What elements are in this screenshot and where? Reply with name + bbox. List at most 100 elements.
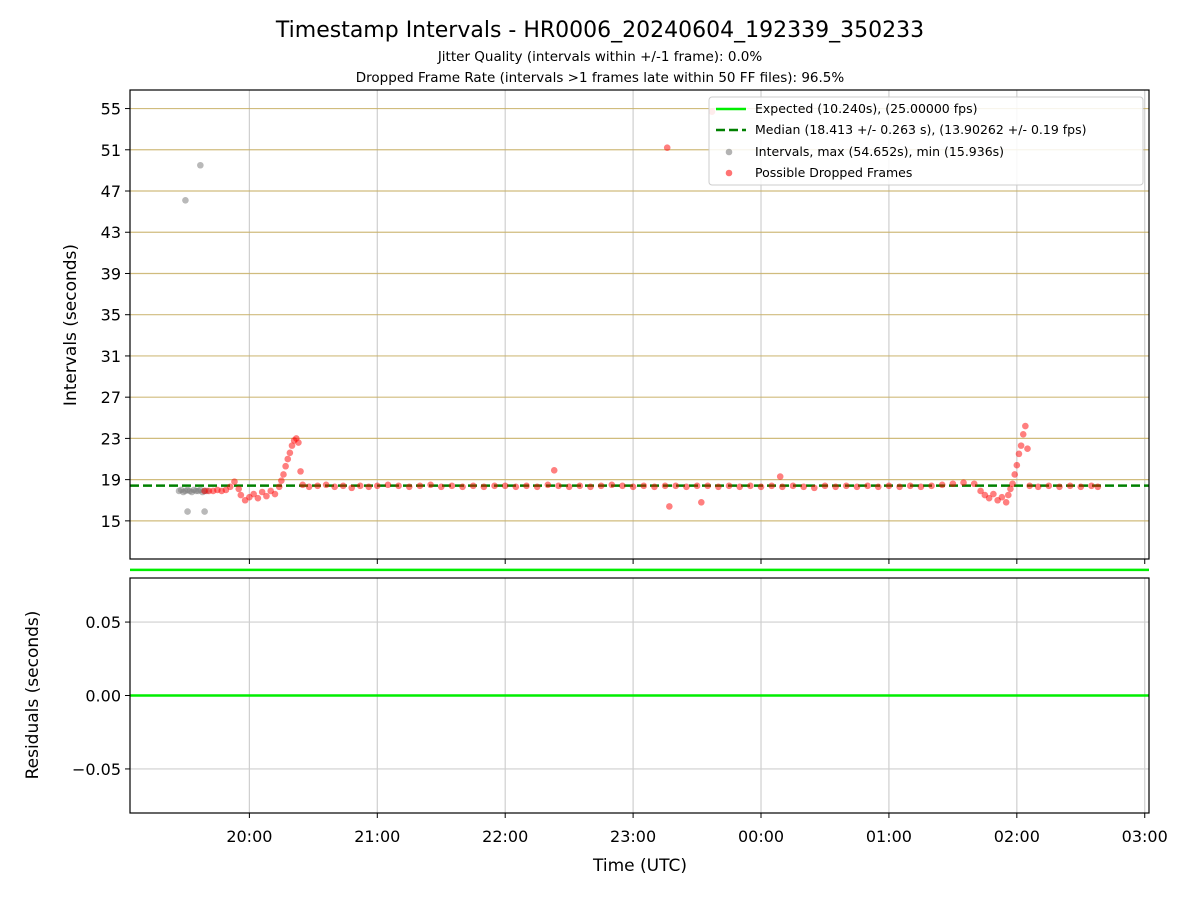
dropped-frame-point	[874, 483, 882, 491]
dropped-frame-point	[533, 483, 541, 491]
dropped-frame-point	[226, 483, 234, 491]
interval-point	[182, 196, 189, 204]
top-y-tick-label: 31	[101, 347, 121, 366]
dropped-frame-point	[491, 482, 498, 490]
legend-dropped-label: Possible Dropped Frames	[755, 165, 912, 180]
dropped-frame-point	[977, 487, 984, 495]
dropped-frame-point	[231, 478, 238, 485]
dropped-frame-point	[469, 482, 477, 490]
dropped-frame-point	[698, 499, 705, 506]
legend-intervals-swatch	[725, 148, 733, 156]
dropped-frame-point	[263, 492, 270, 500]
dropped-frame-point	[235, 485, 243, 493]
top-y-tick-label: 43	[101, 223, 121, 242]
dropped-frame-point	[448, 482, 456, 490]
dropped-frame-point	[832, 483, 839, 491]
dropped-frame-point	[811, 484, 818, 492]
legend-dropped-swatch	[725, 169, 733, 177]
dropped-frame-point	[683, 483, 690, 491]
dropped-frame-point	[896, 483, 903, 491]
top-y-tick-label: 27	[101, 388, 121, 407]
top-axes-frame	[129, 89, 1150, 560]
dropped-frame-point	[286, 449, 294, 457]
top-y-tick-label: 47	[101, 182, 121, 201]
dropped-frame-point	[619, 482, 626, 490]
x-tick-label: 23:00	[610, 827, 656, 846]
dropped-frame-point	[365, 483, 373, 491]
dropped-frame-point	[1094, 483, 1102, 491]
dropped-frame-point	[960, 479, 967, 487]
dropped-frame-point	[416, 482, 424, 490]
dropped-frame-point	[437, 483, 445, 491]
dropped-frame-point	[314, 482, 321, 490]
dropped-frame-point	[917, 483, 925, 491]
dropped-frame-point	[693, 482, 701, 490]
top-y-tick-label: 39	[101, 264, 121, 283]
chart-subtitle-dropped: Dropped Frame Rate (intervals >1 frames …	[356, 70, 845, 86]
x-tick-label: 20:00	[226, 827, 272, 846]
dropped-frame-point	[501, 482, 509, 490]
dropped-frame-point	[1034, 483, 1042, 491]
dropped-frame-point	[459, 483, 466, 491]
dropped-frame-point	[384, 481, 392, 489]
dropped-frame-point	[356, 482, 364, 490]
dropped-frame-point	[284, 455, 292, 463]
dropped-frame-point	[949, 480, 957, 488]
dropped-frame-point	[1026, 482, 1033, 490]
dropped-frame-point	[1022, 422, 1029, 430]
dropped-frame-point	[800, 483, 807, 491]
dropped-frame-point	[597, 482, 605, 490]
legend-box	[708, 96, 1144, 186]
dropped-frame-point	[1019, 430, 1027, 438]
dropped-frame-point	[651, 483, 658, 491]
dropped-frame-point	[998, 493, 1006, 501]
dropped-frame-point	[629, 483, 637, 491]
chart-title: Timestamp Intervals - HR0006_20240604_19…	[275, 18, 924, 43]
dropped-frame-point	[928, 482, 935, 490]
top-y-tick-label: 55	[101, 100, 121, 119]
bottom-y-axis-label: Residuals (seconds)	[23, 611, 43, 780]
interval-point	[197, 161, 204, 169]
dropped-frame-point	[280, 471, 287, 478]
dropped-frame-point	[1066, 482, 1074, 490]
x-tick-label: 02:00	[994, 827, 1040, 846]
interval-point	[201, 508, 208, 515]
dropped-frame-point	[299, 481, 306, 489]
dropped-frame-point	[661, 482, 669, 490]
dropped-frame-point	[736, 483, 743, 491]
dropped-frame-point	[842, 482, 850, 490]
dropped-frame-point	[275, 483, 283, 491]
dropped-frame-point	[725, 482, 733, 490]
dropped-frame-point	[864, 482, 871, 490]
dropped-frame-point	[990, 490, 997, 498]
x-tick-label: 00:00	[738, 827, 784, 846]
dropped-frame-point	[1045, 482, 1053, 490]
bottom-y-tick-label: 0.05	[85, 613, 121, 632]
dropped-frame-point	[906, 482, 914, 490]
dropped-frame-point	[1077, 483, 1085, 491]
dropped-frame-point	[523, 482, 530, 490]
dropped-frame-point	[282, 462, 289, 470]
bottom-y-tick-label: 0.00	[85, 687, 121, 706]
dropped-frame-point	[288, 442, 296, 449]
dropped-frame-point	[747, 482, 754, 490]
legend-median-label: Median (18.413 +/- 0.263 s), (13.90262 +…	[755, 122, 1086, 137]
dropped-frame-point	[1015, 450, 1023, 458]
top-y-tick-label: 19	[101, 471, 121, 490]
dropped-frame-point	[1011, 471, 1018, 478]
dropped-frame-point	[608, 481, 616, 489]
dropped-frame-point	[768, 482, 775, 490]
dropped-frame-point	[587, 483, 594, 491]
bottom-axes: 0.05 0.00 −0.05 20:00 21:00 22:00 23:00 00:00 01…	[72, 577, 1168, 846]
top-y-tick-label: 15	[101, 512, 121, 531]
dropped-frame-point	[480, 483, 488, 491]
dropped-frame-point	[853, 483, 861, 491]
top-y-tick-label: 51	[101, 141, 121, 160]
dropped-frame-point	[757, 483, 765, 491]
dropped-frame-point	[237, 491, 245, 499]
x-tick-label: 21:00	[354, 827, 400, 846]
dropped-frame-point	[339, 482, 347, 490]
dropped-frame-point	[666, 503, 673, 510]
